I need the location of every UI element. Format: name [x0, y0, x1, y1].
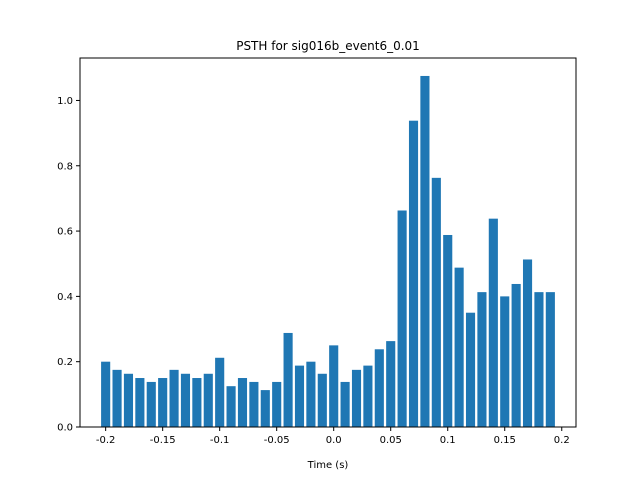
bar — [534, 292, 544, 427]
bar — [443, 234, 453, 427]
bar — [317, 373, 327, 427]
x-axis-label: Time (s) — [307, 460, 349, 471]
bar — [123, 373, 134, 427]
bar — [363, 365, 373, 427]
y-axis: 0.0 0.2 0.4 0.6 0.8 1.0 — [57, 96, 80, 434]
y-tick-label: 0.4 — [57, 292, 73, 303]
bar — [488, 218, 498, 427]
bar — [351, 369, 362, 427]
bar — [135, 378, 145, 427]
x-tick-label: -0.1 — [210, 435, 230, 446]
bar — [329, 345, 339, 427]
bar — [146, 381, 156, 427]
y-tick-label: 1.0 — [57, 96, 73, 107]
x-axis: -0.2 -0.15 -0.1 -0.05 0.0 0.05 0.1 0.15 0.2 — [96, 427, 570, 446]
y-tick-label: 0.2 — [57, 357, 73, 368]
bar — [511, 283, 521, 427]
bar — [408, 120, 419, 428]
x-tick-label: -0.2 — [96, 435, 116, 446]
plot-frame — [79, 57, 577, 428]
y-tick-label: 0.6 — [57, 227, 73, 238]
bar — [420, 75, 430, 427]
bar — [500, 296, 510, 427]
bar — [431, 177, 441, 427]
bar — [169, 369, 179, 427]
bar — [374, 349, 384, 427]
bar — [112, 369, 122, 427]
bar — [272, 381, 282, 427]
x-tick-label: 0.15 — [494, 435, 516, 446]
x-tick-label: 0.1 — [440, 435, 456, 446]
bar — [522, 259, 533, 427]
bar — [215, 357, 225, 427]
bar — [260, 390, 270, 427]
x-tick-label: 0.05 — [380, 435, 402, 446]
bar — [192, 378, 202, 427]
y-tick-label: 0.8 — [57, 161, 73, 172]
y-tick-label: 0.0 — [57, 423, 73, 434]
bar — [101, 361, 111, 427]
bar — [294, 365, 305, 427]
bar — [226, 386, 236, 427]
bar — [386, 341, 396, 427]
bar — [237, 378, 248, 427]
bar — [340, 381, 350, 427]
bar — [158, 378, 168, 427]
bar — [249, 381, 259, 427]
bar — [477, 292, 487, 427]
bar — [465, 312, 476, 427]
bar — [203, 373, 213, 427]
bar — [306, 361, 316, 427]
x-tick-label: -0.15 — [150, 435, 176, 446]
x-tick-label: 0.2 — [554, 435, 570, 446]
x-tick-label: -0.05 — [264, 435, 290, 446]
bar — [180, 373, 191, 427]
bar — [283, 332, 293, 427]
chart-title: PSTH for sig016b_event6_0.01 — [236, 39, 420, 53]
bar — [545, 292, 555, 427]
bar — [397, 210, 407, 427]
bar — [454, 267, 464, 427]
bar-series — [101, 75, 555, 428]
x-tick-label: 0.0 — [326, 435, 342, 446]
